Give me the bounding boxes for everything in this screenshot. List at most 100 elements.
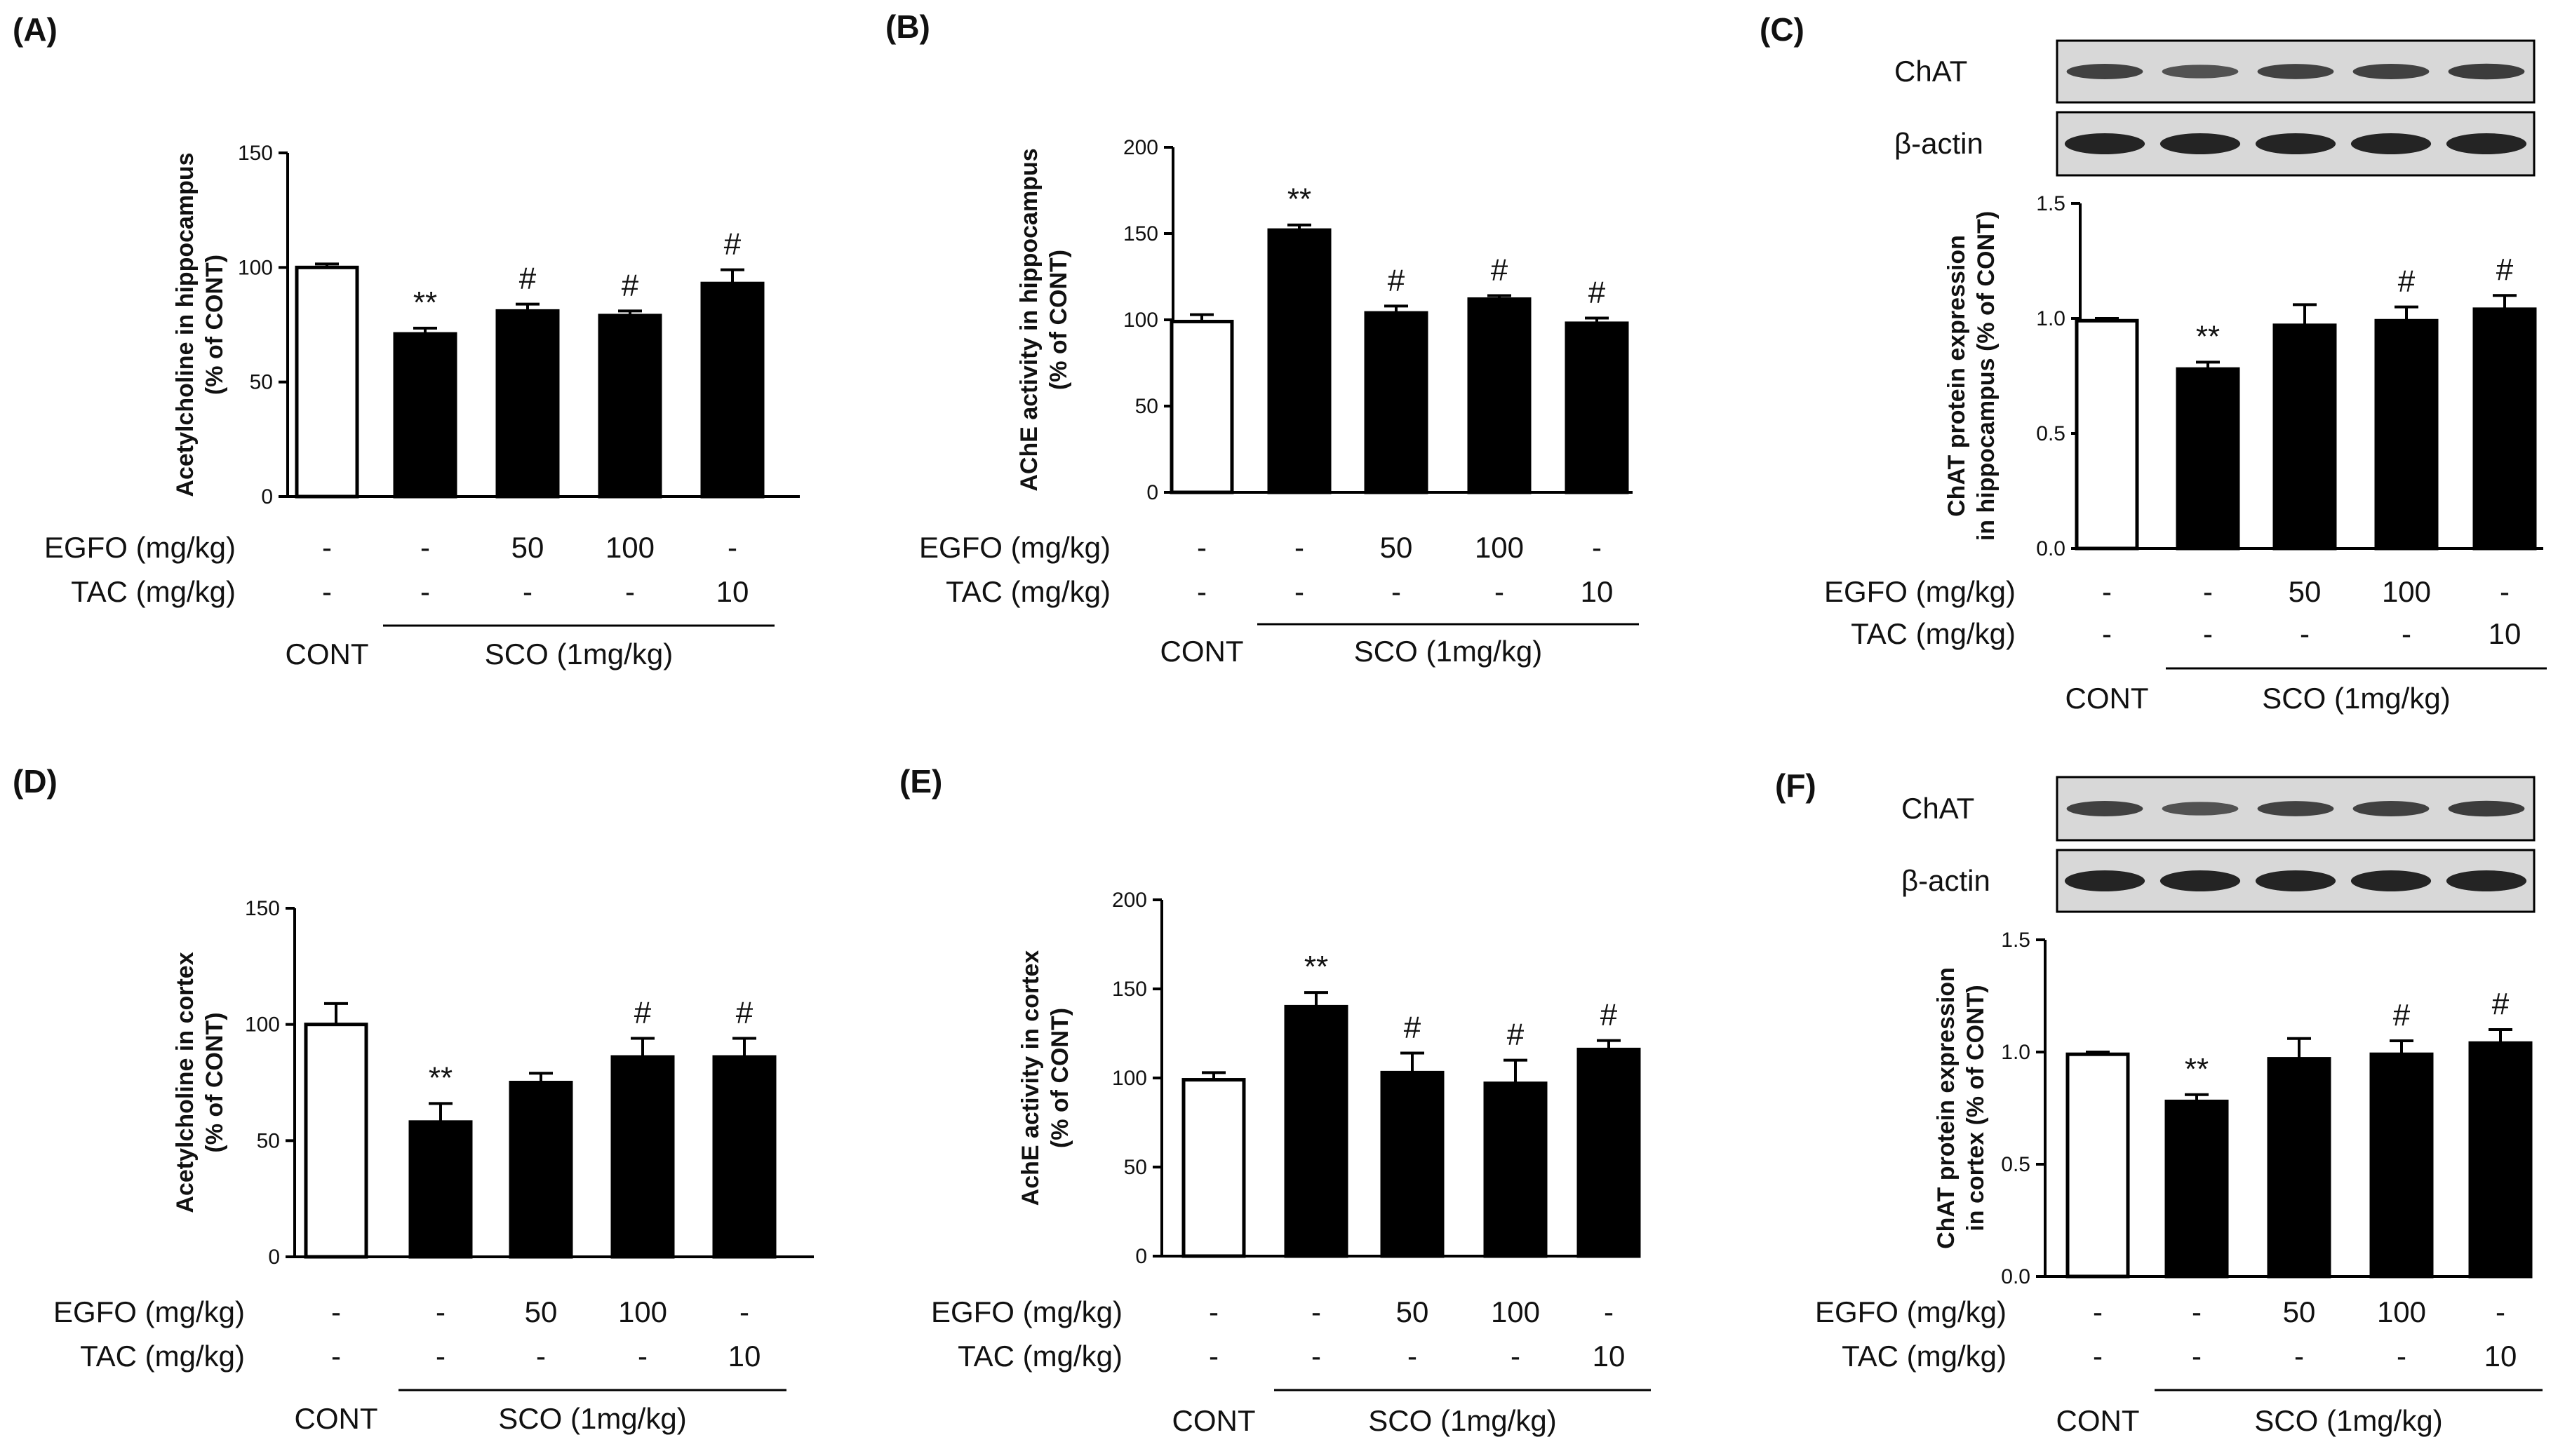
egfo-dose: 50	[511, 531, 544, 564]
tac-dose: 10	[2484, 1340, 2517, 1373]
y-tick-label: 200	[1112, 889, 1147, 912]
bar	[1467, 297, 1532, 494]
tac-dose: -	[1209, 1340, 1219, 1373]
tac-dose: -	[1407, 1340, 1417, 1373]
tac-dose: 10	[2489, 617, 2522, 650]
y-axis-title-line: Acetylcholine in hippocampus	[172, 152, 199, 497]
significance-label: #	[519, 262, 537, 296]
bar	[1284, 1004, 1348, 1258]
row-label-egfo: EGFO (mg/kg)	[931, 1295, 1123, 1328]
panel-label: (C)	[1760, 11, 1804, 48]
y-tick-label: 1.5	[2036, 192, 2065, 215]
chat-band	[2352, 64, 2430, 79]
y-tick-label: 150	[1123, 222, 1158, 245]
y-axis-title: ChAT protein expression in cortex (% of C…	[1933, 967, 1989, 1249]
significance-label: #	[2393, 998, 2411, 1032]
significance-label: #	[2492, 987, 2510, 1021]
group-label-sco: SCO (1mg/kg)	[485, 638, 673, 670]
bar	[1267, 228, 1332, 494]
tac-dose: -	[2192, 1340, 2202, 1373]
chat-band	[2162, 65, 2239, 79]
tac-dose: -	[1197, 575, 1207, 608]
bar	[393, 332, 457, 499]
egfo-dose: -	[1311, 1295, 1321, 1328]
egfo-dose: -	[436, 1295, 446, 1328]
bar	[2065, 1052, 2130, 1279]
egfo-dose: 100	[1491, 1295, 1540, 1328]
y-tick-label: 50	[1135, 395, 1158, 418]
egfo-dose: -	[1592, 531, 1602, 564]
y-tick-label: 0.0	[2001, 1265, 2030, 1288]
egfo-dose: -	[2203, 575, 2213, 608]
y-axis-title-line: ChAT protein expression	[1933, 967, 1960, 1249]
chat-band	[2448, 800, 2525, 817]
tac-dose: -	[2294, 1340, 2304, 1373]
group-label-cont: CONT	[1172, 1404, 1256, 1437]
egfo-dose: 50	[525, 1295, 558, 1328]
actin-band	[2255, 133, 2336, 154]
row-label-tac: TAC (mg/kg)	[958, 1340, 1123, 1373]
egfo-dose: -	[2496, 1295, 2505, 1328]
group-label-cont: CONT	[1160, 635, 1244, 668]
bar	[1364, 311, 1428, 494]
y-tick-label: 100	[1112, 1067, 1147, 1090]
bar	[408, 1120, 473, 1259]
significance-label: **	[2185, 1052, 2209, 1086]
y-tick-label: 100	[245, 1013, 280, 1037]
row-label-egfo: EGFO (mg/kg)	[53, 1295, 245, 1328]
egfo-dose: -	[1197, 531, 1207, 564]
blot-label-chat: ChAT	[1894, 55, 1967, 88]
chat-band	[2352, 801, 2430, 816]
significance-label: #	[2398, 264, 2416, 299]
bar	[509, 1081, 573, 1259]
y-axis-title-line: (% of CONT)	[1045, 250, 1072, 390]
bar	[2272, 323, 2337, 551]
y-tick-label: 100	[238, 256, 273, 279]
group-label-cont: CONT	[2065, 682, 2149, 715]
chat-band	[2066, 801, 2143, 816]
panel-label: (A)	[13, 11, 58, 48]
group-label-sco: SCO (1mg/kg)	[1368, 1404, 1556, 1437]
significance-label: #	[1404, 1010, 1421, 1044]
panel-label: (F)	[1775, 767, 1816, 804]
egfo-dose: 100	[1475, 531, 1524, 564]
panel-a: (A) 0 50 100 150 Acetylcholine in hippocampus…	[13, 11, 800, 670]
tac-dose: -	[331, 1340, 341, 1373]
y-tick-label: 0	[261, 485, 273, 508]
significance-label: #	[622, 268, 639, 302]
panel-label: (D)	[13, 763, 58, 800]
row-label-egfo: EGFO (mg/kg)	[1815, 1295, 2007, 1328]
group-label-sco: SCO (1mg/kg)	[2254, 1404, 2442, 1437]
egfo-dose: -	[331, 1295, 341, 1328]
significance-label: **	[2196, 319, 2220, 353]
egfo-dose: -	[420, 531, 430, 564]
blot-label-actin: β-actin	[1894, 127, 1983, 160]
panel-b: (B) 0 50 100 150 200 AChE activity in hippocam…	[885, 8, 1639, 668]
y-tick-label: 0.0	[2036, 537, 2065, 560]
y-axis-title-line: (% of CONT)	[201, 1012, 228, 1152]
significance-label: #	[1388, 263, 1405, 297]
row-label-tac: TAC (mg/kg)	[946, 575, 1111, 608]
significance-label: #	[634, 996, 652, 1030]
tac-dose: 10	[728, 1340, 761, 1373]
egfo-dose: -	[322, 531, 332, 564]
significance-label: #	[1600, 998, 1618, 1032]
chat-band	[2162, 802, 2239, 816]
group-label-sco: SCO (1mg/kg)	[2262, 682, 2450, 715]
tac-dose: -	[322, 575, 332, 608]
tac-dose: -	[625, 575, 635, 608]
chat-band	[2448, 63, 2525, 80]
significance-label: **	[429, 1060, 453, 1095]
egfo-dose: 50	[1396, 1295, 1429, 1328]
bar	[1483, 1081, 1548, 1258]
group-label-cont: CONT	[2056, 1404, 2140, 1437]
y-tick-label: 1.5	[2001, 929, 2030, 952]
group-label-sco: SCO (1mg/kg)	[1354, 635, 1542, 668]
tac-dose: -	[1311, 1340, 1321, 1373]
egfo-dose: -	[1209, 1295, 1219, 1328]
y-axis-title: Acetylcholine in cortex (% of CONT)	[172, 952, 228, 1213]
y-tick-label: 0	[268, 1246, 280, 1269]
actin-band	[2350, 870, 2432, 891]
panel-d: (D) 0 50 100 150 Acetylcholine in cortex (% of…	[13, 763, 814, 1435]
y-axis-title-line: (% of CONT)	[1047, 1008, 1073, 1148]
